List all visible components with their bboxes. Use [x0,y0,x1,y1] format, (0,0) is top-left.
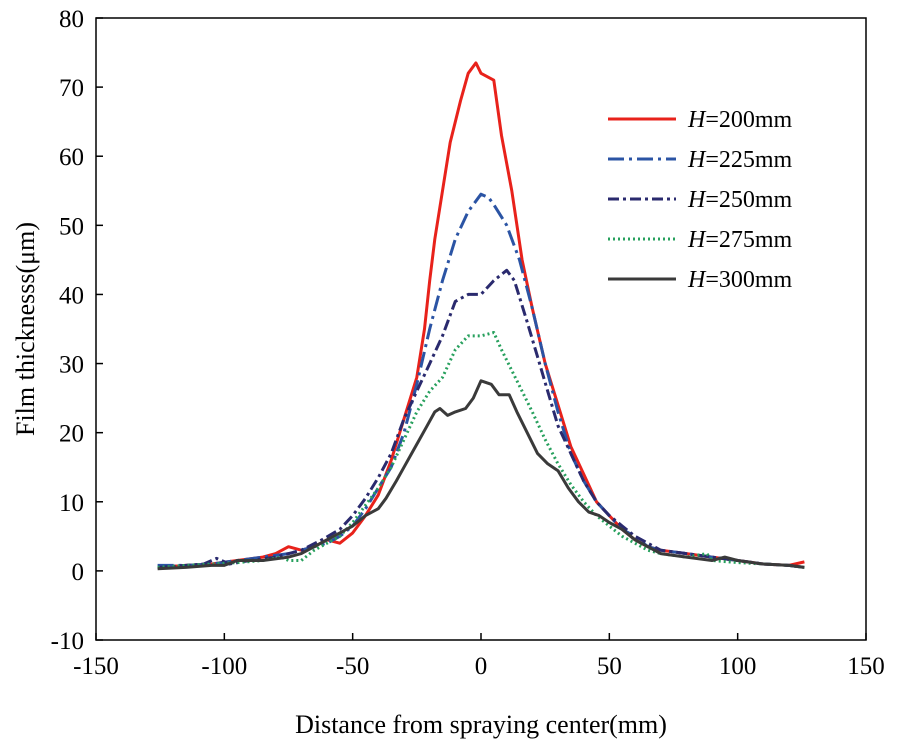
legend-label-4: H=275mm [687,227,793,253]
x-tick-label: 150 [847,653,885,680]
y-axis-label: Film thicknesss(μm) [11,222,40,436]
y-tick-label: 10 [59,490,84,517]
x-tick-label: 0 [475,653,488,680]
x-tick-label: -150 [73,653,119,680]
series-line-4 [157,331,805,569]
series-lines [157,61,805,571]
y-tick-label: 50 [59,213,84,240]
x-tick-label: 100 [719,653,757,680]
y-tick-label: 0 [72,559,85,586]
x-tick-label: -50 [336,653,369,680]
x-axis-label: Distance from spraying center(mm) [295,710,667,739]
series-line-5 [157,379,805,571]
y-tick-label: 60 [59,144,84,171]
legend-label-5: H=300mm [687,267,793,293]
y-tick-label: 70 [59,75,84,102]
y-tick-label: 40 [59,282,84,309]
x-tick-label: -100 [201,653,247,680]
y-tick-label: 20 [59,421,84,448]
legend-label-2: H=225mm [687,147,793,173]
y-tick-label: -10 [51,628,84,655]
x-tick-label: 50 [597,653,622,680]
series-line-1 [157,61,805,569]
legend-label-3: H=250mm [687,187,793,213]
series-line-3 [157,268,805,569]
legend: H=200mm H=225mm H=250mm H=275mm H=300mm [608,107,793,293]
legend-label-1: H=200mm [687,107,793,133]
y-tick-label: 80 [59,6,84,33]
y-tick-label: 30 [59,352,84,379]
